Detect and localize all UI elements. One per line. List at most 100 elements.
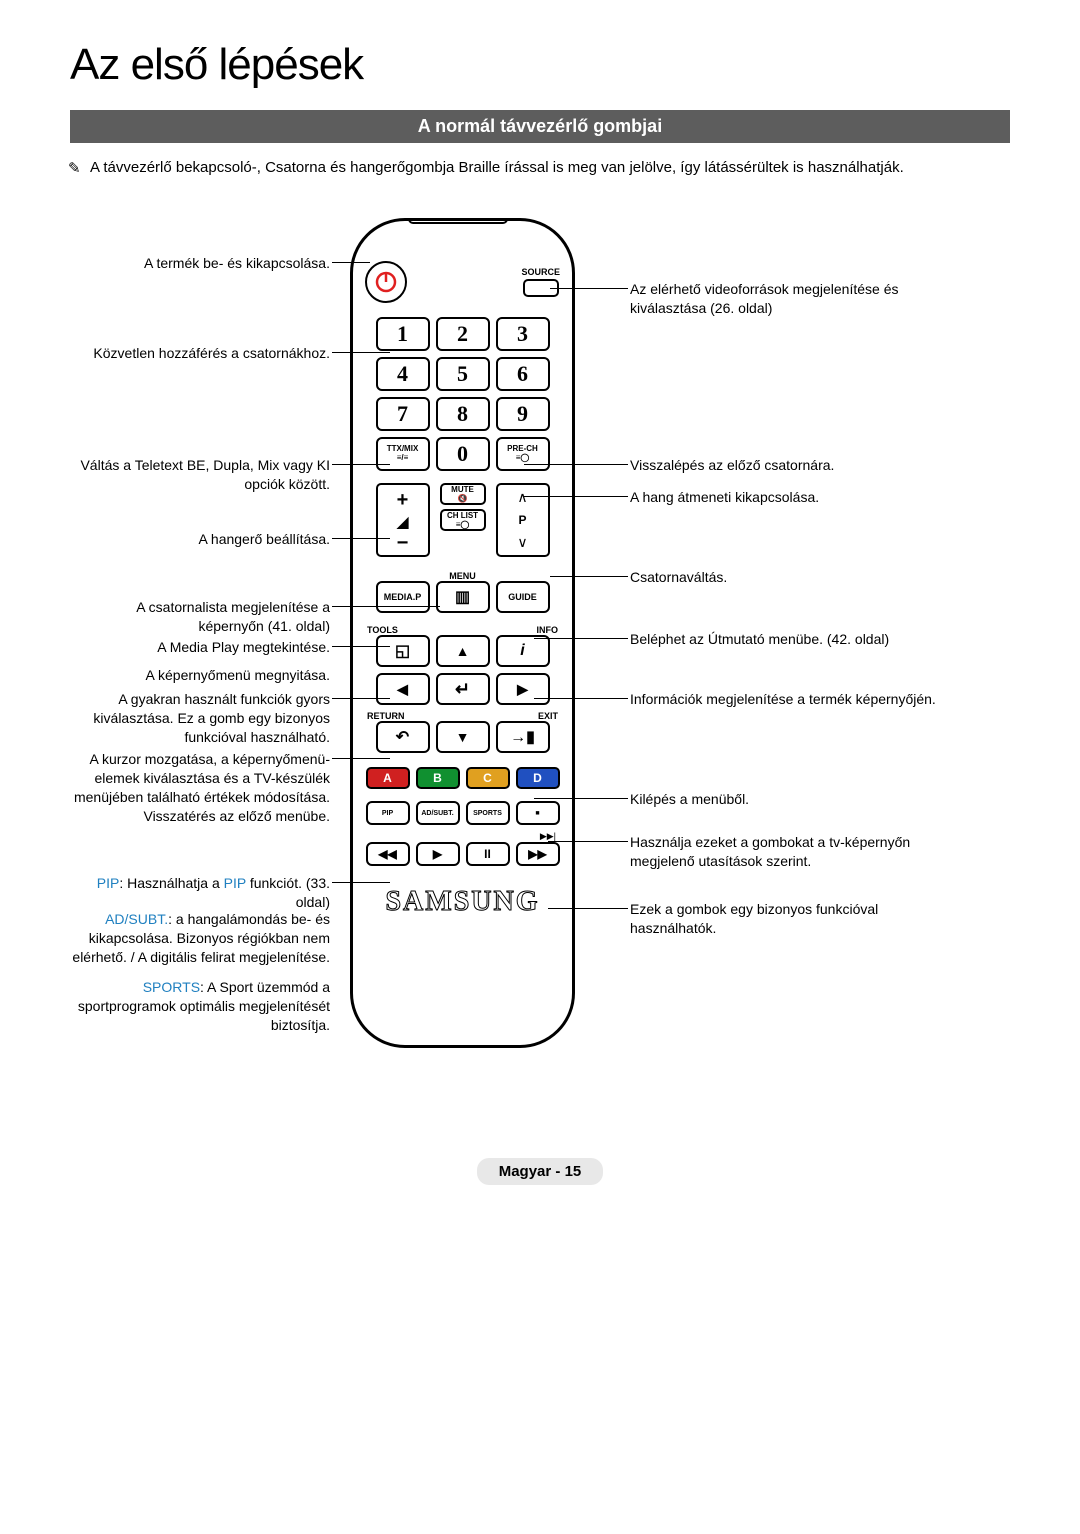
color-b-button[interactable]: B: [416, 767, 460, 789]
callout-left-0: A termék be- és kikapcsolása.: [70, 254, 330, 273]
callout-left-2: Váltás a Teletext BE, Dupla, Mix vagy KI…: [70, 456, 330, 494]
callout-left-7: A gyakran használt funkciók gyors kivála…: [70, 690, 330, 747]
page-footer: Magyar - 15: [70, 1158, 1010, 1185]
mute-button[interactable]: MUTE🔇: [440, 483, 486, 505]
leader-line: [534, 638, 628, 639]
callout-left-9: PIP: Használhatja a PIP funkciót. (33. o…: [70, 874, 330, 912]
num-9-button[interactable]: 9: [496, 397, 550, 431]
leader-line: [332, 606, 440, 607]
note-icon: ✎: [68, 158, 81, 179]
remote-outline: SOURCE 123 456 789 TTX/MIX≡/≡ 0 PRE-CH≡◯…: [350, 218, 575, 1048]
callout-right-6: Kilépés a menüből.: [630, 790, 950, 809]
leader-line: [524, 464, 628, 465]
p-label: P: [518, 513, 526, 527]
adsubt-button[interactable]: AD/SUBT.: [416, 801, 460, 825]
enter-button[interactable]: [436, 673, 490, 705]
leader-line: [332, 538, 390, 539]
footer-page-number: Magyar - 15: [477, 1158, 604, 1185]
color-a-button[interactable]: A: [366, 767, 410, 789]
page-title: Az első lépések: [70, 40, 1010, 90]
tools-label: TOOLS: [367, 625, 398, 635]
sports-button[interactable]: SPORTS: [466, 801, 510, 825]
brand-logo: SAMSUNG: [385, 886, 539, 918]
tools-button[interactable]: ◱: [376, 635, 430, 667]
info-label: INFO: [536, 625, 558, 635]
num-6-button[interactable]: 6: [496, 357, 550, 391]
leader-line: [332, 758, 390, 759]
callout-right-4: Beléphet az Útmutató menübe. (42. oldal): [630, 630, 950, 649]
num-5-button[interactable]: 5: [436, 357, 490, 391]
pip-button[interactable]: PIP: [366, 801, 410, 825]
callout-left-10: AD/SUBT.: a hangalámondás be- és kikapcs…: [70, 910, 330, 967]
ff-button[interactable]: ▶▶: [516, 842, 560, 866]
menu-button[interactable]: ▥: [436, 581, 490, 613]
source-button[interactable]: SOURCE: [521, 267, 560, 297]
intro-note: ✎ A távvezérlő bekapcsoló-, Csatorna és …: [90, 157, 1010, 178]
section-header-bar: A normál távvezérlő gombjai: [70, 110, 1010, 143]
leader-line: [332, 352, 390, 353]
vol-down-icon: −: [397, 532, 409, 555]
ch-up-icon: ∧: [517, 489, 527, 506]
return-button[interactable]: ↶: [376, 721, 430, 753]
vol-up-icon: +: [397, 489, 409, 512]
leader-line: [534, 698, 628, 699]
callout-right-1: Visszalépés az előző csatornára.: [630, 456, 950, 475]
callout-right-5: Információk megjelenítése a termék képer…: [630, 690, 950, 709]
up-button[interactable]: [436, 635, 490, 667]
callout-right-3: Csatornaváltás.: [630, 568, 950, 587]
leader-line: [332, 262, 370, 263]
info-button[interactable]: i: [496, 635, 550, 667]
left-button[interactable]: [376, 673, 430, 705]
guide-button[interactable]: GUIDE: [496, 581, 550, 613]
power-button[interactable]: [365, 261, 407, 303]
ttx-button[interactable]: TTX/MIX≡/≡: [376, 437, 430, 471]
callout-left-6: A képernyőmenü megnyitása.: [70, 666, 330, 685]
menu-top-label: MENU: [449, 571, 476, 581]
num-7-button[interactable]: 7: [376, 397, 430, 431]
leader-line: [550, 288, 628, 289]
callout-left-3: A hangerő beállítása.: [70, 530, 330, 549]
volume-icon: ◢: [396, 512, 408, 532]
color-c-button[interactable]: C: [466, 767, 510, 789]
leader-line: [550, 576, 628, 577]
num-4-button[interactable]: 4: [376, 357, 430, 391]
callout-left-8: A kurzor mozgatása, a képernyőmenü-eleme…: [70, 750, 330, 826]
num-2-button[interactable]: 2: [436, 317, 490, 351]
pause-button[interactable]: II: [466, 842, 510, 866]
channel-button[interactable]: ∧ P ∨: [496, 483, 550, 557]
callout-left-1: Közvetlen hozzáférés a csatornákhoz.: [70, 344, 330, 363]
rewind-button[interactable]: ◀◀: [366, 842, 410, 866]
leader-line: [332, 698, 390, 699]
leader-line: [548, 908, 628, 909]
prech-button[interactable]: PRE-CH≡◯: [496, 437, 550, 471]
callout-left-5: A Media Play megtekintése.: [70, 638, 330, 657]
exit-label: EXIT: [538, 711, 558, 721]
intro-text: A távvezérlő bekapcsoló-, Csatorna és ha…: [90, 159, 904, 176]
num-8-button[interactable]: 8: [436, 397, 490, 431]
leader-line: [524, 496, 628, 497]
leader-line: [548, 841, 628, 842]
remote-body: SOURCE 123 456 789 TTX/MIX≡/≡ 0 PRE-CH≡◯…: [353, 221, 572, 928]
return-label: RETURN: [367, 711, 405, 721]
remote-diagram: A termék be- és kikapcsolása. Közvetlen h…: [70, 218, 1010, 1118]
callout-left-4: A csatornalista megjelenítése a képernyő…: [70, 598, 330, 636]
color-d-button[interactable]: D: [516, 767, 560, 789]
callout-right-0: Az elérhető videoforrások megjelenítése …: [630, 280, 950, 318]
leader-line: [332, 464, 390, 465]
down-button[interactable]: [436, 721, 490, 753]
num-3-button[interactable]: 3: [496, 317, 550, 351]
power-icon: [374, 270, 398, 294]
num-1-button[interactable]: 1: [376, 317, 430, 351]
num-0-button[interactable]: 0: [436, 437, 490, 471]
leader-line: [534, 798, 628, 799]
mediap-button[interactable]: MEDIA.P: [376, 581, 430, 613]
source-label: SOURCE: [521, 267, 560, 277]
stop-button[interactable]: ■: [516, 801, 560, 825]
chlist-button[interactable]: CH LIST≡◯: [440, 509, 486, 531]
volume-button[interactable]: + ◢ −: [376, 483, 430, 557]
right-button[interactable]: [496, 673, 550, 705]
leader-line: [332, 882, 390, 883]
play-button[interactable]: ▶: [416, 842, 460, 866]
ch-down-icon: ∨: [517, 534, 527, 551]
exit-button[interactable]: →▮: [496, 721, 550, 753]
